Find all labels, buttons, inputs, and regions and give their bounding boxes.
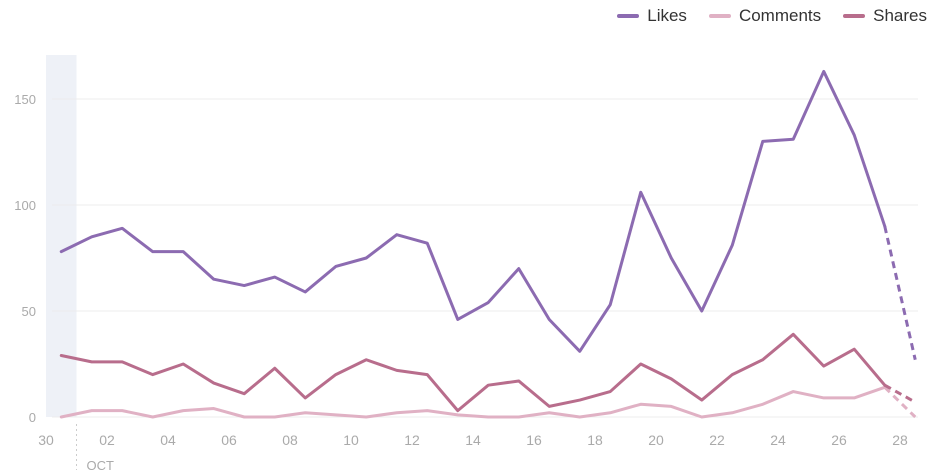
legend-item-shares[interactable]: Shares — [843, 6, 927, 26]
legend-swatch-comments — [708, 14, 731, 18]
y-tick-label: 100 — [14, 198, 36, 213]
y-tick-label: 50 — [22, 304, 36, 319]
x-tick-label: 18 — [587, 432, 603, 448]
legend-label-shares: Shares — [873, 6, 927, 25]
x-tick-label: 06 — [221, 432, 237, 448]
legend-item-comments[interactable]: Comments — [708, 6, 822, 26]
x-tick-label: 28 — [892, 432, 908, 448]
y-tick-label: 150 — [14, 92, 36, 107]
first-day-band — [46, 55, 77, 417]
series-projection-shares — [884, 383, 916, 404]
legend-swatch-shares — [843, 14, 866, 18]
legend-item-likes[interactable]: Likes — [617, 6, 687, 26]
x-tick-label: 16 — [526, 432, 542, 448]
series-line-likes — [59, 69, 887, 353]
x-tick-label: 14 — [465, 432, 481, 448]
legend-swatch-likes — [617, 14, 640, 18]
legend-label-comments: Comments — [738, 6, 822, 25]
x-tick-label: 20 — [648, 432, 664, 448]
month-label: OCT — [87, 458, 115, 473]
x-tick-label: 12 — [404, 432, 420, 448]
x-tick-label: 26 — [831, 432, 847, 448]
x-tick-label: 22 — [709, 432, 725, 448]
x-tick-label: 08 — [282, 432, 298, 448]
x-tick-label: 30 — [38, 432, 54, 448]
x-tick-label: 10 — [343, 432, 359, 448]
x-tick-label: 24 — [770, 432, 786, 448]
x-tick-label: 04 — [160, 432, 176, 448]
legend: Likes Comments Shares — [617, 6, 927, 26]
series-line-comments — [59, 385, 887, 419]
y-tick-label: 0 — [29, 410, 36, 425]
legend-label-likes: Likes — [647, 6, 687, 25]
series-projection-comments — [883, 386, 917, 419]
series-line-shares — [59, 332, 887, 413]
series-projection-likes — [883, 225, 917, 361]
x-tick-label: 02 — [99, 432, 115, 448]
